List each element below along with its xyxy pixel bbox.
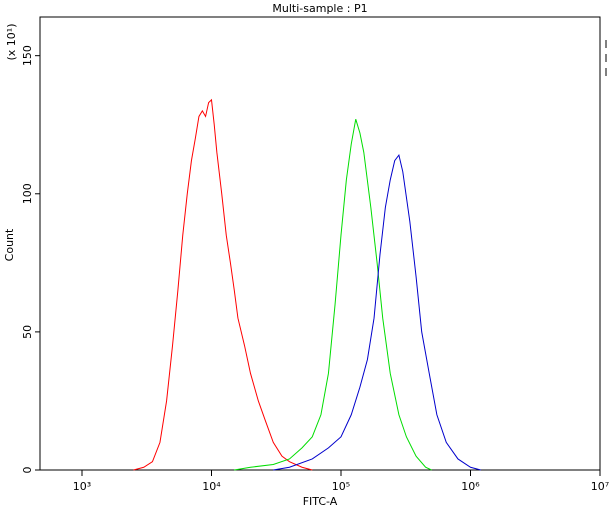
x-tick-label: 10⁶ <box>461 480 480 493</box>
histogram-line <box>133 98 313 471</box>
x-tick-label: 10⁵ <box>332 480 350 493</box>
y-tick-label: 100 <box>21 183 34 204</box>
x-tick-label: 10⁷ <box>591 480 609 493</box>
plot-frame <box>39 16 601 471</box>
x-tick-label: 10⁴ <box>202 480 221 493</box>
x-tick-label: 10³ <box>73 480 91 493</box>
y-tick-label: 0 <box>21 467 34 474</box>
y-axis-label: Count <box>3 228 16 261</box>
y-multiplier: (x 10¹) <box>5 24 18 61</box>
histogram-line <box>273 153 481 471</box>
y-tick-label: 50 <box>21 325 34 339</box>
x-axis-label: FITC-A <box>303 495 338 508</box>
chart-title: Multi-sample : P1 <box>272 2 367 15</box>
histogram-line <box>234 119 432 471</box>
y-tick-label: 150 <box>21 45 34 66</box>
